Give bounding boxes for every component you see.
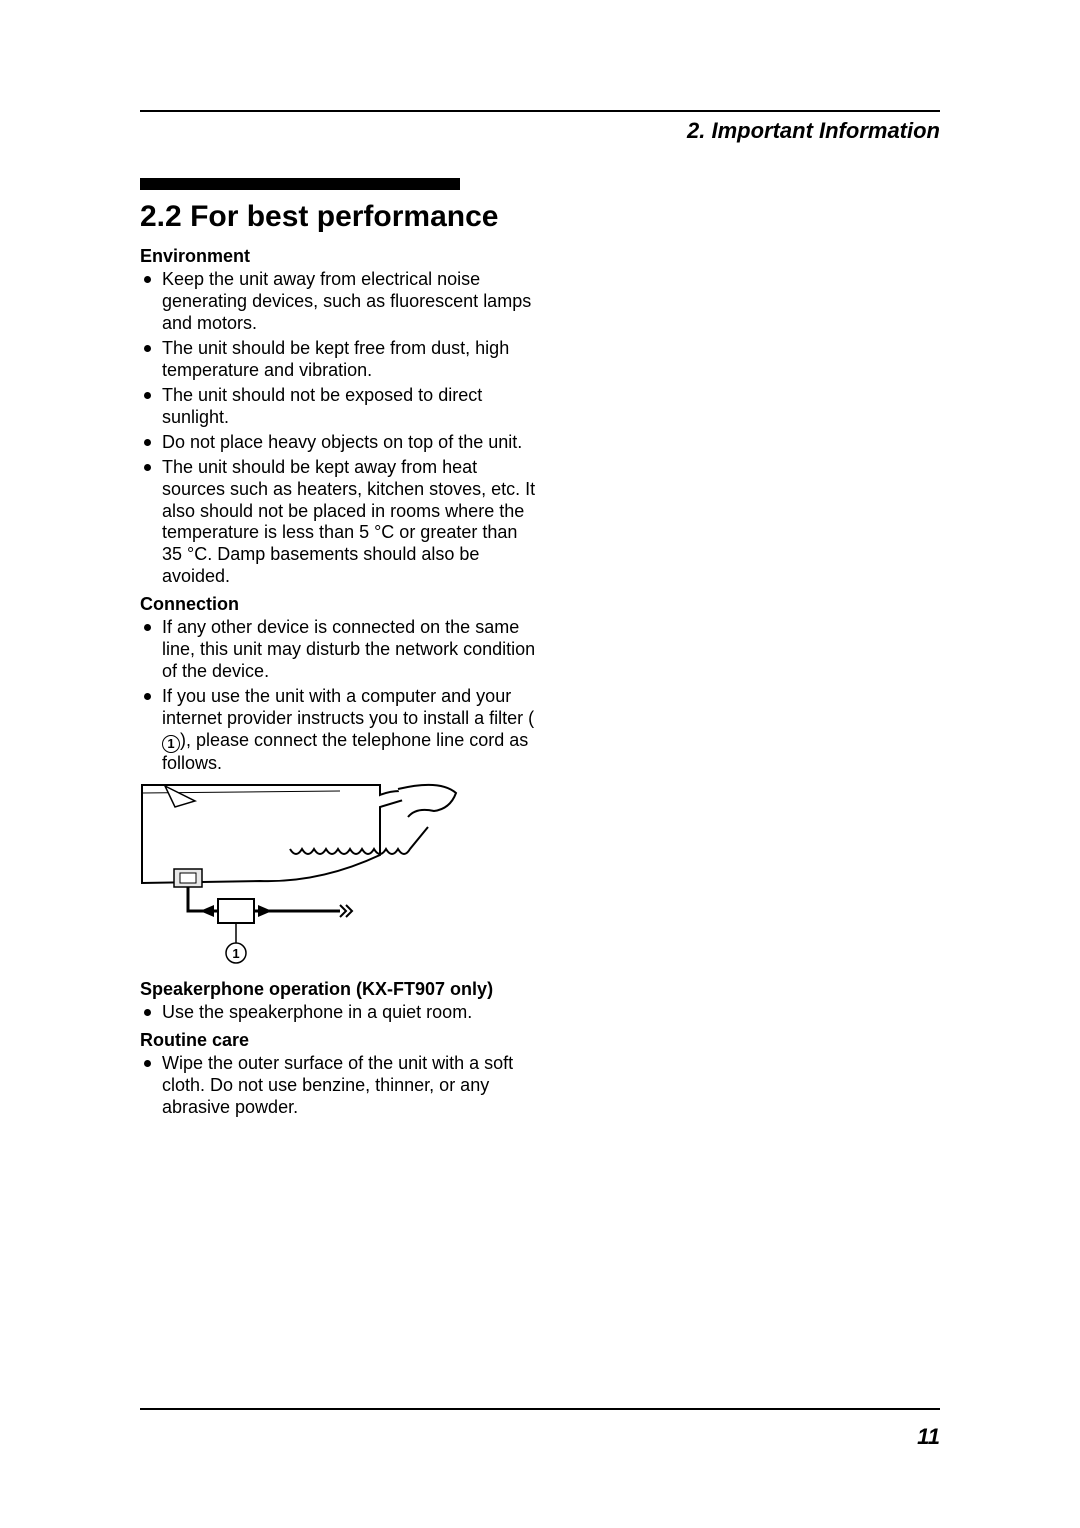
list-item: Wipe the outer surface of the unit with … (162, 1053, 540, 1119)
list-item: Keep the unit away from electrical noise… (162, 269, 540, 335)
list-item: Use the speakerphone in a quiet room. (162, 1002, 540, 1024)
page: 2. Important Information 2.2 For best pe… (0, 0, 1080, 1528)
content-column: Environment Keep the unit away from elec… (140, 246, 540, 1119)
chapter-label: 2. Important Information (687, 118, 940, 143)
speakerphone-list: Use the speakerphone in a quiet room. (140, 1002, 540, 1024)
page-header: 2. Important Information (140, 110, 940, 144)
connection-list: If any other device is connected on the … (140, 617, 540, 775)
accent-bar (140, 178, 460, 190)
callout-ref-icon: 1 (162, 735, 180, 753)
list-item: If you use the unit with a computer and … (162, 686, 540, 775)
connection-text-pre: If you use the unit with a computer and … (162, 686, 534, 728)
section-title: 2.2 For best performance (140, 200, 940, 234)
environment-list: Keep the unit away from electrical noise… (140, 269, 540, 588)
list-item: The unit should not be exposed to direct… (162, 385, 540, 429)
section-name: For best performance (190, 200, 498, 233)
page-number: 11 (917, 1424, 940, 1450)
list-item: The unit should be kept away from heat s… (162, 457, 540, 589)
list-item: The unit should be kept free from dust, … (162, 338, 540, 382)
list-item: Do not place heavy objects on top of the… (162, 432, 540, 454)
routine-heading: Routine care (140, 1030, 540, 1051)
environment-heading: Environment (140, 246, 540, 267)
connection-text-post: ), please connect the telephone line cor… (162, 730, 528, 773)
speakerphone-heading: Speakerphone operation (KX-FT907 only) (140, 979, 540, 1000)
section-number: 2.2 (140, 200, 182, 233)
connection-illustration: 1 (140, 783, 460, 973)
connection-heading: Connection (140, 594, 540, 615)
routine-list: Wipe the outer surface of the unit with … (140, 1053, 540, 1119)
illustration-callout-number: 1 (232, 946, 239, 961)
footer-rule (140, 1408, 940, 1410)
list-item: If any other device is connected on the … (162, 617, 540, 683)
